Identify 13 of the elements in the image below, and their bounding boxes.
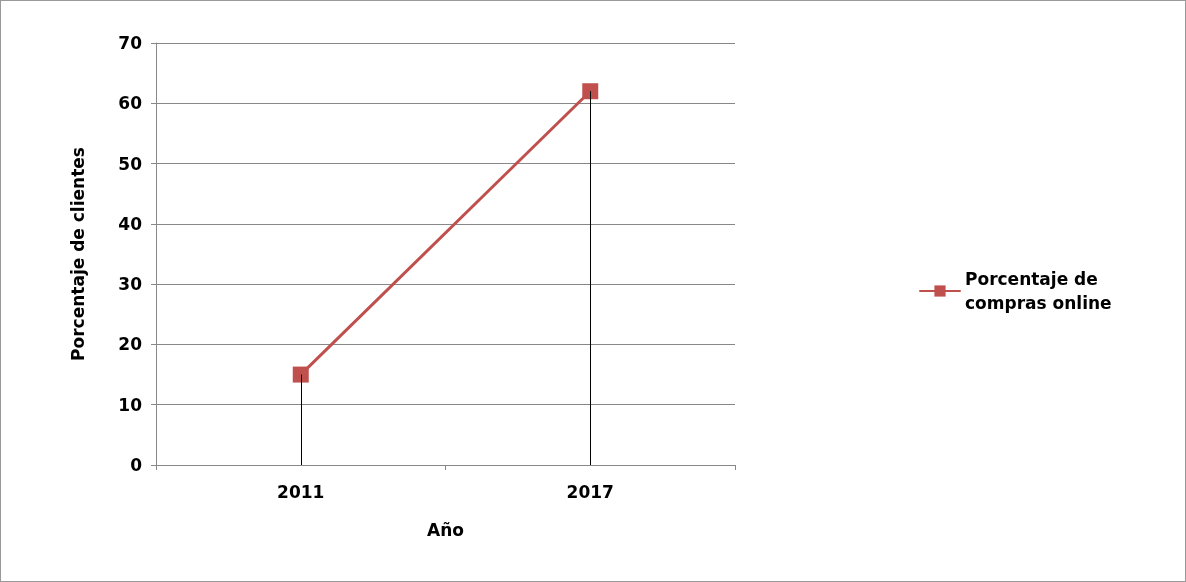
y-tick-label: 60 [118, 93, 143, 114]
y-tick-label: 40 [118, 213, 143, 234]
y-tick-label: 50 [118, 153, 143, 174]
y-tick-label: 70 [118, 33, 143, 53]
y-tick-label: 0 [130, 455, 143, 475]
y-tick-label: 10 [118, 394, 143, 415]
x-axis-title: Año [427, 519, 464, 540]
y-axis-title: Porcentaje de clientes [67, 147, 88, 361]
x-tick-label: 2017 [566, 481, 614, 502]
y-tick-label: 20 [118, 334, 143, 355]
x-tick-label: 2011 [277, 481, 325, 502]
legend-label: Porcentaje de compras online [965, 269, 1112, 313]
y-tick-label: 30 [118, 274, 143, 295]
